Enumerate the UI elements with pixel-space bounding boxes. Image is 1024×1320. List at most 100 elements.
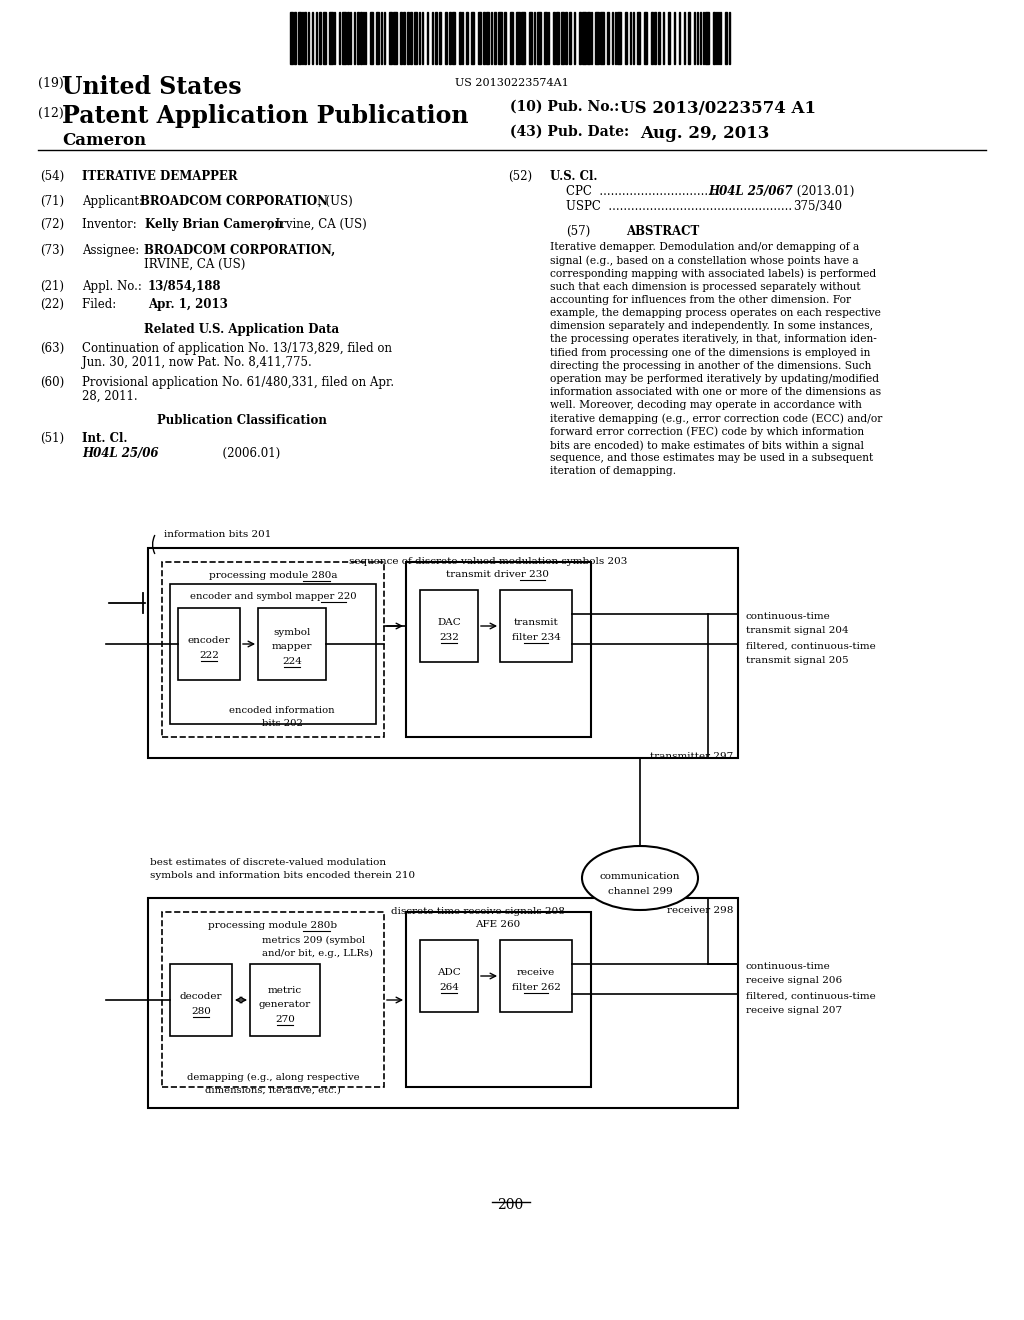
Text: transmit signal 204: transmit signal 204 bbox=[746, 626, 849, 635]
Bar bbox=[478, 12, 481, 63]
Bar bbox=[500, 940, 572, 1012]
Text: AFE 260: AFE 260 bbox=[475, 920, 520, 929]
Text: iteration of demapping.: iteration of demapping. bbox=[550, 466, 676, 477]
Bar bbox=[406, 562, 591, 737]
Bar bbox=[403, 12, 406, 63]
Text: Patent Application Publication: Patent Application Publication bbox=[62, 104, 469, 128]
Bar bbox=[544, 12, 547, 63]
Bar bbox=[668, 12, 670, 63]
Bar bbox=[178, 609, 240, 680]
Bar bbox=[504, 12, 506, 63]
Text: generator: generator bbox=[259, 1001, 311, 1008]
Bar bbox=[420, 590, 478, 663]
Text: Kelly Brian Cameron: Kelly Brian Cameron bbox=[145, 218, 283, 231]
Text: (43) Pub. Date:: (43) Pub. Date: bbox=[510, 125, 629, 139]
Text: Inventor:: Inventor: bbox=[82, 218, 144, 231]
Text: US 20130223574A1: US 20130223574A1 bbox=[455, 78, 569, 88]
Bar bbox=[607, 12, 609, 63]
Bar bbox=[459, 12, 461, 63]
Bar bbox=[688, 12, 690, 63]
Text: dimensions, iterative, etc.): dimensions, iterative, etc.) bbox=[205, 1086, 341, 1096]
Bar bbox=[600, 12, 604, 63]
Text: communication: communication bbox=[600, 873, 680, 880]
Text: continuous-time: continuous-time bbox=[746, 612, 830, 620]
Bar bbox=[347, 12, 349, 63]
Bar bbox=[370, 12, 373, 63]
Text: mapper: mapper bbox=[271, 642, 312, 651]
Text: ADC: ADC bbox=[437, 968, 461, 977]
Bar bbox=[376, 12, 379, 63]
Text: metrics 209 (symbol: metrics 209 (symbol bbox=[262, 936, 366, 945]
Text: 264: 264 bbox=[439, 983, 459, 993]
Text: (57): (57) bbox=[566, 224, 590, 238]
Text: encoder: encoder bbox=[187, 636, 230, 645]
Text: 280: 280 bbox=[191, 1007, 211, 1016]
Text: receive: receive bbox=[517, 968, 555, 977]
Text: Related U.S. Application Data: Related U.S. Application Data bbox=[144, 323, 340, 337]
Text: (72): (72) bbox=[40, 218, 65, 231]
Text: Applicant:: Applicant: bbox=[82, 195, 146, 209]
Text: processing module 280b: processing module 280b bbox=[209, 921, 338, 931]
Text: (2006.01): (2006.01) bbox=[185, 447, 281, 459]
Bar bbox=[360, 12, 362, 63]
Bar bbox=[445, 12, 447, 63]
Text: (2013.01): (2013.01) bbox=[793, 185, 854, 198]
Bar bbox=[439, 12, 441, 63]
Text: transmit: transmit bbox=[514, 618, 558, 627]
Text: tified from processing one of the dimensions is employed in: tified from processing one of the dimens… bbox=[550, 347, 870, 358]
Bar bbox=[393, 12, 397, 63]
Text: encoder and symbol mapper 220: encoder and symbol mapper 220 bbox=[189, 591, 356, 601]
Text: sequence, and those estimates may be used in a subsequent: sequence, and those estimates may be use… bbox=[550, 453, 873, 463]
Bar bbox=[323, 12, 326, 63]
Bar bbox=[304, 12, 306, 63]
Text: processing module 280a: processing module 280a bbox=[209, 572, 337, 579]
Text: (22): (22) bbox=[40, 298, 63, 312]
Bar bbox=[290, 12, 293, 63]
Text: such that each dimension is processed separately without: such that each dimension is processed se… bbox=[550, 281, 860, 292]
Bar bbox=[521, 12, 525, 63]
Text: bits 202: bits 202 bbox=[261, 719, 302, 729]
Text: metric: metric bbox=[268, 986, 302, 995]
Bar bbox=[561, 12, 564, 63]
Text: (10) Pub. No.:: (10) Pub. No.: bbox=[510, 100, 620, 114]
Bar bbox=[483, 12, 485, 63]
Text: US 2013/0223574 A1: US 2013/0223574 A1 bbox=[620, 100, 816, 117]
Text: IRVINE, CA (US): IRVINE, CA (US) bbox=[144, 257, 246, 271]
Text: CPC  ................................: CPC ................................ bbox=[566, 185, 720, 198]
Bar bbox=[466, 12, 468, 63]
Text: transmitter 297: transmitter 297 bbox=[650, 752, 733, 762]
Text: the processing operates iteratively, in that, information iden-: the processing operates iteratively, in … bbox=[550, 334, 877, 345]
Text: 375/340: 375/340 bbox=[793, 201, 842, 213]
Text: best estimates of discrete-valued modulation: best estimates of discrete-valued modula… bbox=[150, 858, 386, 867]
Bar bbox=[294, 12, 296, 63]
Bar bbox=[498, 12, 502, 63]
Bar bbox=[553, 12, 555, 63]
Text: accounting for influences from the other dimension. For: accounting for influences from the other… bbox=[550, 294, 851, 305]
Text: symbols and information bits encoded therein 210: symbols and information bits encoded the… bbox=[150, 871, 415, 880]
Bar bbox=[400, 12, 402, 63]
Text: (71): (71) bbox=[40, 195, 65, 209]
Ellipse shape bbox=[582, 846, 698, 909]
Bar bbox=[449, 12, 451, 63]
Bar bbox=[435, 12, 437, 63]
Bar bbox=[170, 583, 376, 723]
Text: ABSTRACT: ABSTRACT bbox=[627, 224, 699, 238]
Bar bbox=[725, 12, 727, 63]
Bar bbox=[595, 12, 599, 63]
Text: transmit driver 230: transmit driver 230 bbox=[446, 570, 550, 579]
Text: DAC: DAC bbox=[437, 618, 461, 627]
Text: Continuation of application No. 13/173,829, filed on: Continuation of application No. 13/173,8… bbox=[82, 342, 392, 355]
Text: operation may be performed iteratively by updating/modified: operation may be performed iteratively b… bbox=[550, 374, 880, 384]
Bar bbox=[357, 12, 359, 63]
Text: Publication Classification: Publication Classification bbox=[157, 414, 327, 426]
Bar bbox=[389, 12, 392, 63]
Bar bbox=[516, 12, 520, 63]
Text: (51): (51) bbox=[40, 432, 65, 445]
Bar bbox=[644, 12, 647, 63]
Bar bbox=[250, 964, 319, 1036]
Text: 222: 222 bbox=[199, 651, 219, 660]
Bar bbox=[406, 912, 591, 1086]
Text: Iterative demapper. Demodulation and/or demapping of a: Iterative demapper. Demodulation and/or … bbox=[550, 242, 859, 252]
Bar bbox=[582, 12, 586, 63]
Bar bbox=[342, 12, 346, 63]
